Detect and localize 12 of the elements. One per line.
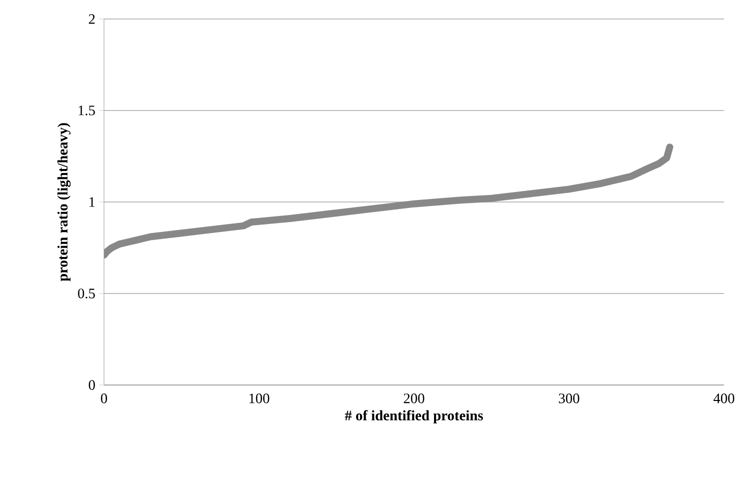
x-tick-label: 0 [100, 394, 108, 404]
y-tick-label: 0 [88, 380, 95, 390]
x-tick-label: 400 [713, 394, 734, 404]
x-tick-label: 200 [404, 394, 424, 404]
y-tick-label: 0.5 [78, 288, 95, 298]
x-tick-label: 100 [249, 394, 270, 404]
y-axis-title: protein ratio (light/heavy) [57, 123, 71, 282]
x-axis-title: # of identified proteins [344, 410, 483, 424]
y-tick-label: 1.5 [78, 106, 95, 116]
y-tick-label: 2 [88, 14, 95, 24]
y-tick-label: 1 [90, 197, 95, 207]
x-tick-label: 300 [558, 394, 580, 404]
